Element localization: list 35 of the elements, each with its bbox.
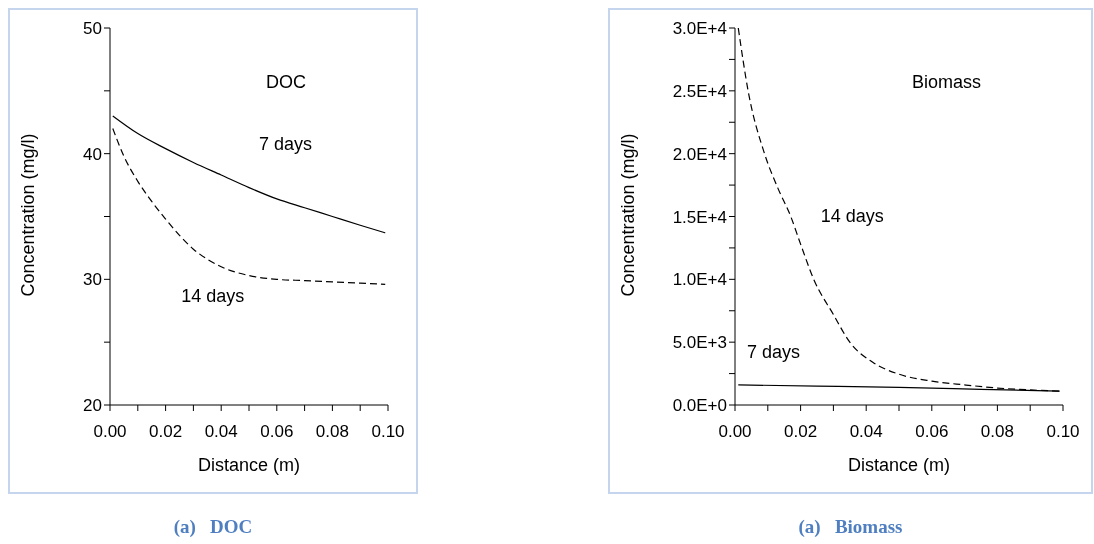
y-axis-title: Concentration (mg/l) [618, 133, 639, 297]
x-tick-label: 0.04 [849, 422, 883, 442]
y-tick-label: 0.0E+0 [672, 396, 727, 416]
y-tick-label: 1.5E+4 [672, 207, 727, 227]
y-tick-label: 3.0E+4 [672, 19, 727, 39]
x-tick-label: 0.08 [980, 422, 1014, 442]
series-label: 7 days [747, 342, 801, 363]
x-axis-title: Distance (m) [847, 455, 951, 475]
y-tick-label: 5.0E+3 [672, 333, 727, 353]
x-tick-label: 0.06 [915, 422, 949, 442]
y-tick-label: 40 [83, 144, 102, 164]
x-tick-label: 0.10 [1046, 422, 1080, 442]
series-label: 14 days [820, 205, 884, 226]
series-label: 14 days [181, 285, 245, 306]
x-tick-label: 0.10 [371, 422, 405, 442]
y-tick-label: 30 [83, 270, 102, 290]
y-tick-label: 50 [83, 19, 102, 39]
series-label: 7 days [259, 133, 313, 154]
x-axis-title: Distance (m) [197, 455, 301, 475]
y-tick-label: 20 [83, 396, 102, 416]
x-tick-label: 0.08 [315, 422, 349, 442]
x-tick-label: 0.04 [204, 422, 238, 442]
y-tick-label: 1.0E+4 [672, 270, 727, 290]
y-tick-label: 2.5E+4 [672, 81, 727, 101]
y-axis-title: Concentration (mg/l) [18, 133, 39, 297]
annotation: DOC [266, 72, 306, 93]
x-tick-label: 0.00 [93, 422, 127, 442]
x-tick-label: 0.02 [784, 422, 818, 442]
x-tick-label: 0.00 [718, 422, 752, 442]
y-tick-label: 2.0E+4 [672, 144, 727, 164]
text: (a) Biomass [797, 516, 904, 538]
x-tick-label: 0.02 [149, 422, 183, 442]
x-tick-label: 0.06 [260, 422, 294, 442]
annotation: Biomass [911, 72, 981, 93]
text: (a) DOC [172, 516, 254, 538]
